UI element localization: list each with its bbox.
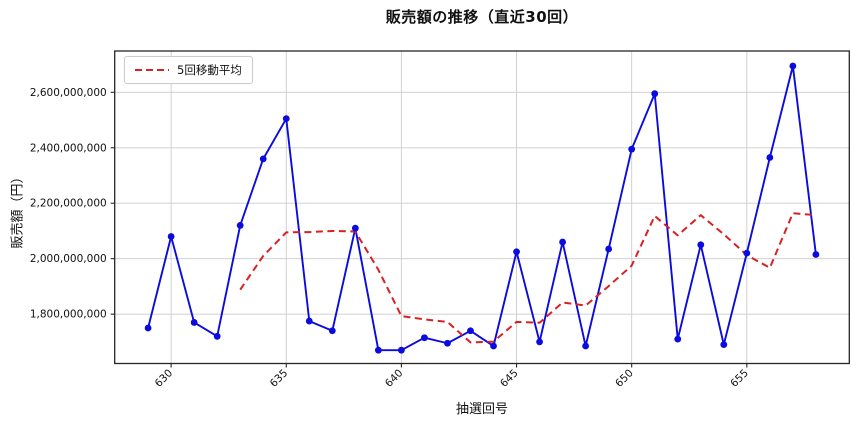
sales-data-point xyxy=(651,90,659,98)
sales-data-point xyxy=(328,327,336,335)
sales-data-point xyxy=(374,346,382,354)
sales-data-point xyxy=(628,145,636,153)
sales-data-point xyxy=(559,238,566,246)
sales-data-point xyxy=(766,154,774,161)
sales-data-point xyxy=(444,339,451,347)
sales-data-point xyxy=(398,346,405,354)
y-tick-label: 1,800,000,000 xyxy=(30,309,107,321)
sales-data-point xyxy=(236,222,244,229)
sales-data-point xyxy=(190,319,198,326)
sales-data-point xyxy=(674,335,682,343)
sales-data-point xyxy=(743,249,751,257)
sales-data-point xyxy=(720,341,728,349)
sales-data-point xyxy=(812,251,820,258)
moving-average-legend-line xyxy=(135,68,169,72)
sales-data-point xyxy=(282,115,290,123)
x-tick-label: 650 xyxy=(613,367,636,390)
x-tick-label: 630 xyxy=(153,367,176,390)
sales-data-point xyxy=(467,327,474,335)
x-axis-title: 抽選回号 xyxy=(455,402,508,417)
sales-data-point xyxy=(513,248,520,256)
y-axis-title: 販売額（円） xyxy=(10,170,26,249)
sales-line xyxy=(147,65,817,352)
legend-box[interactable]: 5回移動平均 xyxy=(124,56,253,84)
sales-data-point xyxy=(605,245,613,253)
sales-data-point xyxy=(789,62,797,70)
sales-data-point xyxy=(351,224,359,232)
sales-data-point xyxy=(259,155,267,163)
sales-data-point xyxy=(213,332,221,340)
sales-data-point xyxy=(144,324,152,332)
sales-data-point xyxy=(490,342,497,350)
sales-data-point xyxy=(697,241,705,249)
moving-average-line xyxy=(239,212,816,344)
y-tick-label: 2,000,000,000 xyxy=(30,253,107,265)
sales-data-point xyxy=(421,334,428,342)
y-tick-label: 2,400,000,000 xyxy=(30,142,107,154)
x-tick-label: 655 xyxy=(728,367,751,390)
plot-border xyxy=(114,50,850,365)
x-tick-label: 640 xyxy=(383,367,406,390)
chart-title: 販売額の推移（直近30回） xyxy=(385,8,579,26)
x-tick-label: 645 xyxy=(498,367,521,390)
sales-data-point xyxy=(167,233,175,240)
sales-data-point xyxy=(305,317,313,325)
y-tick-label: 2,200,000,000 xyxy=(30,198,107,210)
y-tick-label: 2,600,000,000 xyxy=(30,87,107,99)
sales-data-point xyxy=(582,342,590,350)
x-tick-label: 635 xyxy=(268,367,291,390)
legend-label: 5回移動平均 xyxy=(177,63,242,77)
sales-data-point xyxy=(536,338,543,346)
